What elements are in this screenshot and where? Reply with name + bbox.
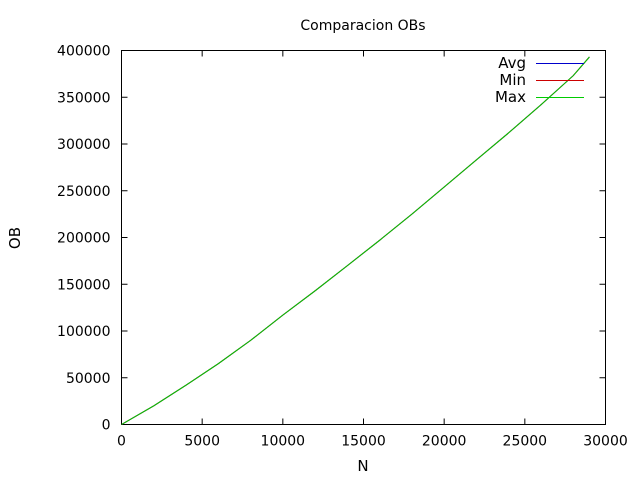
y-tick-label: 250000: [57, 184, 110, 200]
y-tick-label: 350000: [57, 90, 110, 106]
y-tick-label: 200000: [57, 231, 110, 247]
plot-area-frame: [121, 50, 606, 425]
legend-label-avg: Avg: [498, 54, 526, 72]
chart-title: Comparacion OBs: [300, 18, 425, 34]
x-tick-label: 10000: [261, 434, 306, 450]
x-axis: 0 5000 10000 15000 20000 25000 30000: [117, 50, 628, 450]
legend-label-max: Max: [495, 88, 526, 106]
series-lines: [121, 56, 590, 425]
x-tick-label: 15000: [341, 434, 386, 450]
legend-label-min: Min: [499, 71, 526, 89]
x-tick-label: 0: [117, 434, 126, 450]
y-tick-label: 400000: [57, 44, 110, 60]
x-axis-title: N: [357, 457, 368, 475]
y-tick-label: 150000: [57, 277, 110, 293]
x-tick-label: 25000: [503, 434, 548, 450]
series-line-min: [121, 56, 590, 425]
y-tick-label: 300000: [57, 137, 110, 153]
y-axis-title: OB: [6, 227, 24, 249]
y-tick-label: 100000: [57, 324, 110, 340]
series-line-max: [121, 56, 590, 425]
series-line-avg: [121, 56, 590, 425]
y-tick-label: 0: [102, 418, 111, 434]
y-tick-label: 50000: [66, 371, 111, 387]
x-tick-label: 5000: [184, 434, 220, 450]
x-tick-label: 20000: [422, 434, 467, 450]
x-tick-label: 30000: [583, 434, 628, 450]
y-axis: 0 50000 100000 150000 200000 250000 300000 3500…: [57, 44, 606, 434]
